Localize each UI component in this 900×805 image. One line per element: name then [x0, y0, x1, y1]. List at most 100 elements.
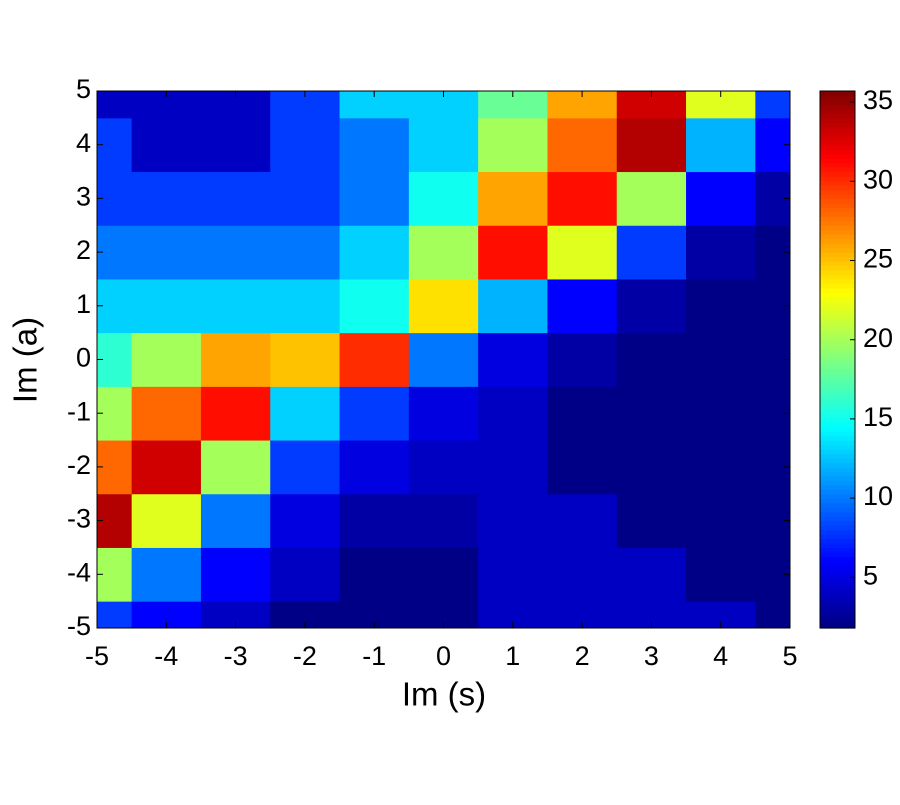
colorbar-segment [820, 395, 855, 401]
colorbar-segment [820, 587, 855, 593]
colorbar-segment [820, 386, 855, 392]
contour-cell [339, 278, 410, 334]
contour-cell [339, 547, 410, 602]
contour-cell [547, 225, 618, 280]
contour-cell [97, 91, 133, 119]
contour-cell [270, 171, 341, 226]
colorbar-segment [820, 610, 855, 616]
contour-cell [339, 493, 410, 548]
y-tick-label: -3 [67, 504, 91, 534]
colorbar-segment [820, 95, 855, 101]
contour-cell [270, 547, 341, 602]
contour-cell [131, 386, 202, 441]
contour-cell [478, 386, 548, 441]
colorbar-segment [820, 202, 855, 208]
contour-cell [478, 547, 548, 602]
x-tick-label: -4 [154, 641, 178, 671]
colorbar-segment [820, 502, 855, 508]
contour-cell [200, 547, 271, 602]
colorbar-segment [820, 390, 855, 396]
x-tick-label: 1 [505, 641, 520, 671]
colorbar-segment [820, 614, 855, 620]
contour-cell [131, 440, 202, 495]
colorbar-segment [820, 229, 855, 235]
contour-cell [616, 278, 687, 334]
colorbar-segment [820, 117, 855, 123]
contour-cell [478, 440, 548, 495]
colorbar-segment [820, 319, 855, 325]
colorbar-segment [820, 184, 855, 191]
contour-cell [408, 117, 479, 173]
colorbar-segment [820, 417, 855, 423]
colorbar-segment [820, 449, 855, 455]
colorbar-segment [820, 180, 855, 186]
contour-cell [408, 332, 479, 387]
y-tick-label: 2 [76, 235, 91, 265]
contour-cell [270, 386, 341, 441]
colorbar-segment [820, 426, 855, 432]
colorbar-segment [820, 619, 855, 625]
contour-cell [408, 440, 479, 495]
colorbar-segment [820, 167, 855, 173]
colorbar-segment [820, 91, 855, 97]
contour-cell [547, 332, 618, 387]
colorbar-segment [820, 332, 855, 338]
contour-cell [547, 171, 618, 226]
colorbar-segment [820, 507, 855, 513]
x-tick-label: -3 [224, 641, 248, 671]
colorbar-segment [820, 484, 855, 490]
colorbar-segment [820, 404, 855, 410]
contour-cell [339, 332, 410, 387]
colorbar-segment [820, 158, 855, 164]
contour-field [97, 91, 790, 628]
colorbar-segment [820, 153, 855, 159]
contour-cell [547, 493, 618, 548]
colorbar-segment [820, 198, 855, 204]
colorbar-segment [820, 596, 855, 602]
colorbar-segment [820, 247, 855, 253]
contour-cell [616, 386, 687, 441]
colorbar-segment [820, 569, 855, 575]
contour-cell [131, 117, 202, 173]
colorbar-segment [820, 305, 855, 311]
x-axis-label: Im (s) [402, 676, 486, 713]
colorbar-segment [820, 126, 855, 132]
x-tick-label: -2 [293, 641, 317, 671]
colorbar-tick-label: 15 [863, 402, 893, 432]
contour-cell [755, 91, 790, 119]
colorbar-segment [820, 135, 855, 141]
colorbar-segment [820, 359, 855, 365]
contour-cell [616, 547, 687, 602]
colorbar-segment [820, 592, 855, 598]
colorbar-segment [820, 440, 855, 446]
colorbar-segment [820, 225, 855, 231]
colorbar-segment [820, 422, 855, 428]
colorbar-tick-label: 35 [863, 85, 893, 115]
colorbar-segment [820, 234, 855, 240]
contour-cell [616, 332, 687, 387]
colorbar-segment [820, 149, 855, 155]
y-tick-label: -4 [67, 557, 91, 587]
colorbar-segment [820, 310, 855, 316]
contour-cell [131, 278, 202, 334]
y-tick-label: 3 [76, 182, 91, 212]
x-tick-label: -5 [85, 641, 109, 671]
contour-cell [686, 386, 756, 441]
colorbar-segment [820, 480, 855, 486]
colorbar-segment [820, 140, 855, 146]
colorbar-segment [820, 220, 855, 226]
contour-cell [200, 225, 271, 280]
colorbar-segment [820, 462, 855, 468]
colorbar-segment [820, 283, 855, 289]
colorbar-segment [820, 547, 855, 553]
colorbar-segment [820, 578, 855, 584]
contour-cell [478, 278, 548, 334]
colorbar-segment [820, 207, 855, 213]
colorbar-segment [820, 457, 855, 464]
colorbar-segment [820, 413, 855, 419]
x-tick-label: 4 [713, 641, 728, 671]
contour-cell [686, 117, 756, 173]
colorbar-segment [820, 525, 855, 531]
contour-cell [339, 440, 410, 495]
contour-cell [478, 225, 548, 280]
